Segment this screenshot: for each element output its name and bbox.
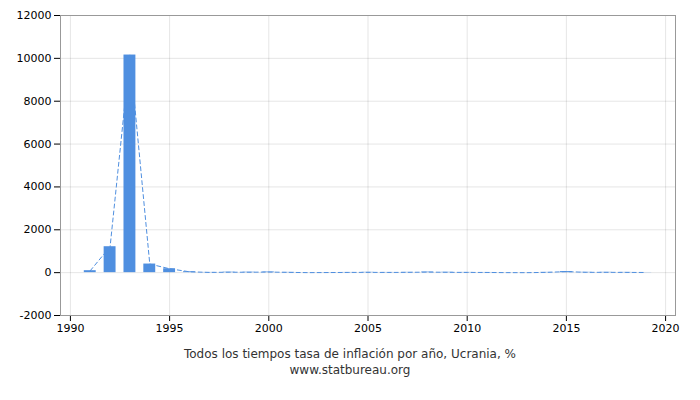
svg-text:1990: 1990 [56,322,84,335]
svg-text:4000: 4000 [24,180,52,193]
svg-text:-2000: -2000 [20,309,52,322]
html-text:www.statbureau.org: www.statbureau.org [289,363,411,377]
svg-text:2000: 2000 [255,322,283,335]
svg-text:2010: 2010 [453,322,481,335]
svg-text:0: 0 [45,266,52,279]
html-text:Todos los tiempos tasa de infl: Todos los tiempos tasa de inflación por … [184,347,516,361]
svg-text:2005: 2005 [354,322,382,335]
svg-text:12000: 12000 [17,9,52,22]
svg-text:2000: 2000 [24,223,52,236]
svg-text:2020: 2020 [652,322,680,335]
svg-text:10000: 10000 [17,52,52,65]
svg-text:1995: 1995 [156,322,184,335]
svg-text:8000: 8000 [24,95,52,108]
svg-text:6000: 6000 [24,138,52,151]
svg-text:2015: 2015 [552,322,580,335]
